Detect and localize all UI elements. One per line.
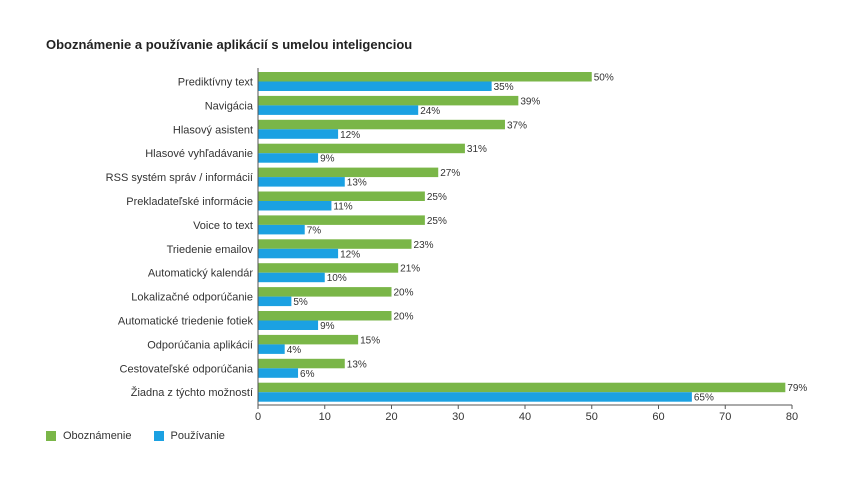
category-label: Lokalizačné odporúčanie [131, 292, 253, 304]
legend-label-pouzivanie: Používanie [170, 430, 225, 442]
bar-oboznamenie[interactable] [258, 215, 425, 225]
legend-label-oboznamenie: Oboznámenie [63, 430, 132, 442]
data-label: 25% [427, 216, 447, 227]
category-label: Hlasové vyhľadávanie [145, 148, 253, 160]
data-label: 37% [507, 120, 527, 131]
x-tick-label: 10 [319, 411, 331, 423]
legend-item-pouzivanie[interactable]: Používanie [153, 430, 225, 442]
data-labels: 50% 35% 39% 24% 37% 12% 31% 9% 27% 13% 25% 11% 25% 7%… [287, 73, 808, 404]
data-label: 11% [333, 202, 352, 213]
bar-pouzivanie[interactable] [258, 201, 332, 211]
data-label: 13% [347, 178, 367, 189]
category-label: Odporúčania aplikácií [147, 339, 253, 351]
bars [258, 72, 786, 402]
data-label: 35% [494, 82, 514, 93]
bar-pouzivanie[interactable] [258, 272, 325, 283]
data-label: 65% [694, 393, 714, 404]
bar-oboznamenie[interactable] [258, 287, 392, 297]
data-label: 31% [467, 144, 487, 155]
bar-oboznamenie[interactable] [258, 95, 519, 106]
category-label: Cestovateľské odporúčania [120, 363, 254, 375]
chart-title: Oboznámenie a používanie aplikácií s ume… [46, 37, 413, 52]
x-tick-label: 60 [652, 411, 664, 423]
bar-pouzivanie[interactable] [258, 177, 345, 187]
data-label: 79% [787, 383, 807, 394]
bar-pouzivanie[interactable] [258, 129, 339, 139]
data-label: 20% [394, 288, 414, 299]
category-label: Automatické triedenie fotiek [118, 316, 254, 328]
bar-oboznamenie[interactable] [258, 191, 425, 202]
bar-pouzivanie[interactable] [258, 296, 292, 307]
legend-swatch-oboznamenie [46, 431, 56, 441]
data-label: 9% [320, 154, 335, 165]
x-tick-label: 0 [255, 411, 261, 423]
x-tick-label: 70 [719, 411, 731, 423]
category-label: RSS systém správ / informácií [106, 172, 253, 184]
data-label: 27% [440, 168, 460, 179]
legend-item-oboznamenie[interactable]: Oboznámenie [46, 430, 132, 442]
bar-oboznamenie[interactable] [258, 143, 465, 154]
category-label: Voice to text [193, 220, 253, 232]
data-label: 39% [520, 96, 540, 107]
bar-oboznamenie[interactable] [258, 311, 392, 321]
bar-oboznamenie[interactable] [258, 263, 399, 273]
bar-pouzivanie[interactable] [258, 224, 305, 235]
legend-swatch-pouzivanie [153, 431, 164, 441]
data-label: 4% [287, 345, 302, 356]
bar-pouzivanie[interactable] [258, 153, 319, 163]
category-label: Žiadna z týchto možností [131, 386, 253, 399]
data-label: 21% [400, 264, 420, 275]
data-label: 25% [427, 192, 447, 203]
category-label: Hlasový asistent [173, 124, 253, 136]
x-tick-label: 30 [452, 411, 464, 423]
category-label: Prekladateľské informácie [126, 196, 253, 208]
bar-oboznamenie[interactable] [258, 167, 439, 178]
data-label: 9% [320, 321, 335, 332]
legend: Oboznámenie Používanie [46, 430, 247, 442]
data-label: 13% [347, 359, 367, 370]
data-label: 5% [293, 297, 308, 308]
x-tick-label: 20 [385, 411, 397, 423]
category-label: Prediktívny text [178, 77, 253, 89]
bar-oboznamenie[interactable] [258, 382, 786, 393]
data-label: 12% [340, 249, 360, 260]
category-label: Navigácia [205, 100, 254, 112]
bar-pouzivanie[interactable] [258, 105, 419, 115]
data-label: 23% [414, 240, 434, 251]
data-label: 7% [307, 225, 322, 236]
bar-oboznamenie[interactable] [258, 358, 345, 369]
bar-pouzivanie[interactable] [258, 320, 319, 331]
data-label: 50% [594, 73, 614, 84]
axes: 0 10 20 30 40 50 60 70 80 [255, 68, 798, 423]
data-label: 20% [394, 312, 414, 323]
x-tick-label: 50 [586, 411, 598, 423]
bar-pouzivanie[interactable] [258, 392, 692, 402]
bar-pouzivanie[interactable] [258, 344, 285, 354]
bar-pouzivanie[interactable] [258, 248, 339, 259]
data-label: 10% [327, 273, 347, 284]
category-label: Automatický kalendár [148, 268, 253, 280]
bar-pouzivanie[interactable] [258, 81, 492, 92]
data-label: 24% [420, 106, 440, 117]
bar-oboznamenie[interactable] [258, 334, 359, 345]
x-tick-label: 80 [786, 411, 798, 423]
bar-pouzivanie[interactable] [258, 368, 299, 378]
category-labels: Prediktívny text Navigácia Hlasový asisten… [106, 77, 254, 400]
x-tick-label: 40 [519, 411, 531, 423]
data-label: 6% [300, 369, 315, 380]
category-label: Triedenie emailov [167, 244, 254, 256]
bar-oboznamenie[interactable] [258, 119, 505, 130]
bar-oboznamenie[interactable] [258, 239, 412, 249]
data-label: 12% [340, 130, 360, 141]
data-label: 15% [360, 335, 380, 346]
bar-oboznamenie[interactable] [258, 72, 592, 82]
